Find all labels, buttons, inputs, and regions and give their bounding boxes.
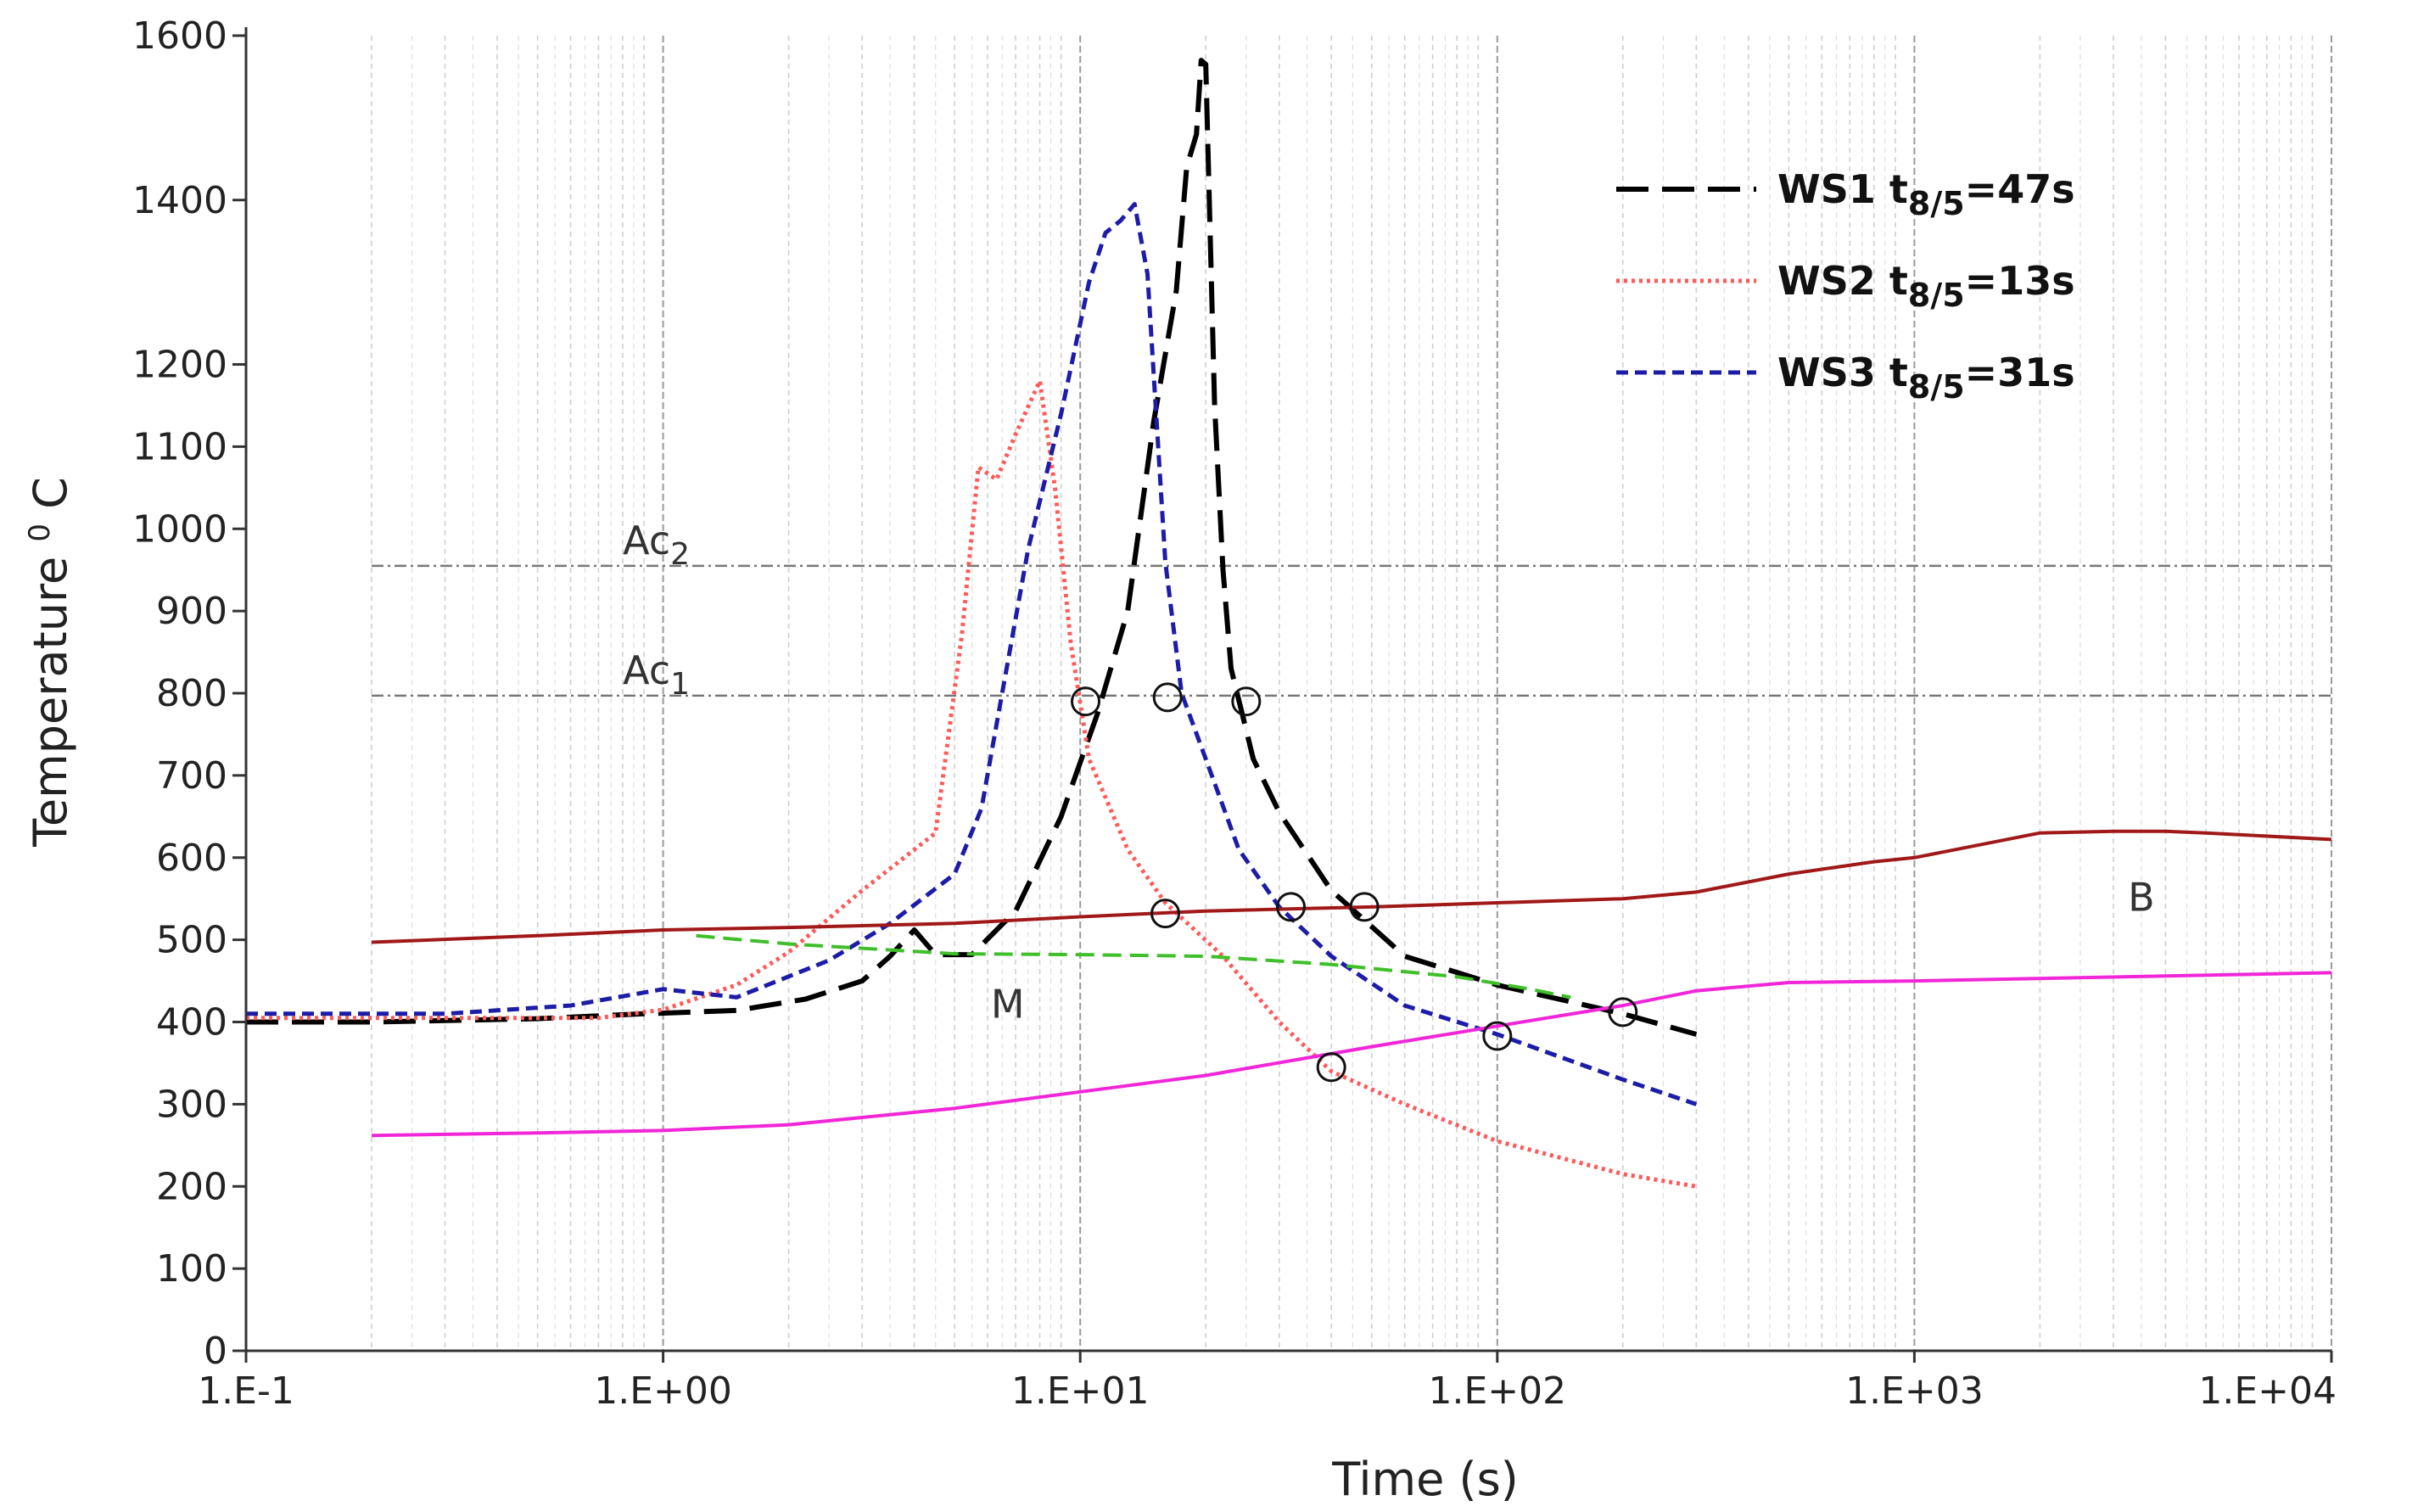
y-tick-label: 100: [156, 1247, 227, 1291]
x-tick-label: 1.E+04: [2198, 1369, 2337, 1413]
y-tick-label: 1000: [132, 507, 227, 551]
x-tick-label: 1.E+00: [594, 1369, 732, 1413]
legend-label-suffix: =31s: [1965, 350, 2075, 395]
y-axis-title-main: Temperature: [24, 557, 77, 848]
markers: [1071, 682, 1638, 1083]
legend-label-prefix: WS3 t: [1777, 350, 1908, 395]
marker-circle: [1231, 686, 1262, 717]
axes: [244, 27, 2331, 1352]
x-tick-label: 1.E+01: [1011, 1369, 1150, 1413]
marker-circle: [1482, 1021, 1513, 1051]
y-tick-label: 1600: [132, 14, 227, 58]
series-line-ms: [371, 971, 2332, 1138]
legend-label-ws2: WS2 t8/5=13s: [1777, 258, 2075, 314]
x-tick-label: 1.E+02: [1428, 1369, 1566, 1413]
region-label-b: B: [2128, 875, 2155, 921]
y-tick-label: 1100: [132, 425, 227, 468]
marker-circle: [1349, 892, 1380, 922]
x-tick-label: 1.E-1: [198, 1369, 294, 1413]
y-tick-label: 700: [156, 754, 227, 798]
reference-label-base: Ac: [623, 518, 670, 563]
series-line-b-start: [371, 829, 2332, 944]
x-tick-label: 1.E+03: [1845, 1369, 1984, 1413]
y-axis-title-unit: C: [24, 477, 77, 509]
reference-label-ac1: Ac1: [623, 647, 690, 702]
legend-label-sub: 8/5: [1908, 185, 1965, 222]
legend-label-suffix: =13s: [1965, 258, 2075, 304]
tick-labels: 0 100 200 300 400 500 600 700 800 900 1000 1100 1200…: [132, 14, 2337, 1413]
y-axis-title-group: Temperature 0 C: [7, 477, 77, 848]
series-line-m-region: [696, 933, 1571, 1000]
y-tick-label: 400: [156, 1001, 227, 1044]
y-tick-label: 900: [156, 590, 227, 633]
y-tick-label: 0: [204, 1330, 227, 1373]
x-axis-title: Time (s): [1331, 1453, 1519, 1506]
reference-label-sub: 1: [670, 667, 690, 702]
legend-label-sub: 8/5: [1908, 368, 1965, 406]
reference-label-base: Ac: [623, 647, 670, 693]
series-line-ws2: [246, 378, 1697, 1189]
y-tick-label: 1400: [132, 179, 227, 222]
y-tick-label: 800: [156, 672, 227, 715]
y-tick-label: 600: [156, 837, 227, 880]
series-line-ws3: [246, 202, 1698, 1106]
marker-circle: [1608, 997, 1638, 1028]
y-tick-label: 1200: [132, 344, 227, 387]
y-axis-title-sup: 0: [23, 524, 57, 542]
legend-label-prefix: WS1 t: [1777, 166, 1908, 212]
y-tick-label: 500: [156, 919, 227, 962]
legend-label-prefix: WS2 t: [1777, 258, 1908, 304]
legend-label-ws3: WS3 t8/5=31s: [1777, 350, 2075, 406]
legend-label-ws1: WS1 t8/5=47s: [1777, 166, 2075, 222]
legend-label-sub: 8/5: [1908, 277, 1965, 314]
reference-label-sub: 2: [670, 537, 690, 572]
marker-circle: [1071, 686, 1101, 717]
marker-circle: [1152, 682, 1183, 713]
marker-circle: [1150, 899, 1181, 929]
marker-circle: [1316, 1052, 1346, 1083]
series-line-ws1: [246, 58, 1698, 1037]
marker-circle: [1276, 892, 1307, 922]
y-axis-title: Temperature 0 C: [7, 477, 77, 848]
region-label-m: M: [991, 982, 1025, 1028]
legend-label-suffix: =47s: [1965, 166, 2075, 212]
y-tick-label: 200: [156, 1165, 227, 1208]
annotations: MB: [991, 875, 2155, 1028]
reference-label-ac2: Ac2: [623, 518, 690, 572]
series-lines: [246, 58, 2332, 1189]
y-tick-label: 300: [156, 1083, 227, 1126]
